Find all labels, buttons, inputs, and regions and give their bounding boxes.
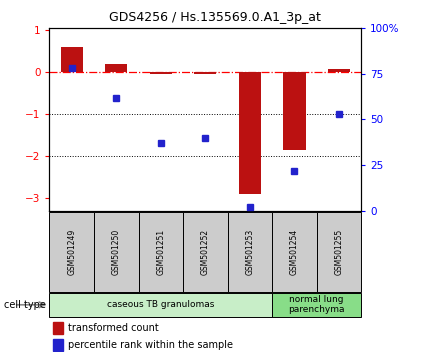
FancyBboxPatch shape xyxy=(49,212,94,292)
Text: GDS4256 / Hs.135569.0.A1_3p_at: GDS4256 / Hs.135569.0.A1_3p_at xyxy=(109,11,321,24)
FancyBboxPatch shape xyxy=(49,293,272,317)
Bar xyxy=(150,72,172,74)
FancyBboxPatch shape xyxy=(272,212,316,292)
Bar xyxy=(61,47,83,72)
Bar xyxy=(194,72,216,74)
Text: GSM501249: GSM501249 xyxy=(67,229,76,275)
Text: percentile rank within the sample: percentile rank within the sample xyxy=(68,339,233,350)
Bar xyxy=(328,69,350,72)
Bar xyxy=(52,338,64,350)
FancyBboxPatch shape xyxy=(272,293,361,317)
Text: GSM501251: GSM501251 xyxy=(156,229,165,275)
Text: GSM501252: GSM501252 xyxy=(201,229,210,275)
Text: GSM501253: GSM501253 xyxy=(246,229,255,275)
FancyBboxPatch shape xyxy=(138,212,183,292)
Text: GSM501250: GSM501250 xyxy=(112,229,121,275)
Bar xyxy=(239,72,261,194)
Text: GSM501255: GSM501255 xyxy=(335,229,344,275)
Bar xyxy=(105,64,127,72)
FancyBboxPatch shape xyxy=(183,212,227,292)
Bar xyxy=(283,72,306,150)
FancyBboxPatch shape xyxy=(227,212,272,292)
Text: GSM501254: GSM501254 xyxy=(290,229,299,275)
Text: transformed count: transformed count xyxy=(68,323,159,333)
FancyBboxPatch shape xyxy=(94,212,138,292)
Bar xyxy=(52,322,64,334)
Text: normal lung
parenchyma: normal lung parenchyma xyxy=(289,295,345,314)
Text: cell type: cell type xyxy=(4,300,46,310)
Text: caseous TB granulomas: caseous TB granulomas xyxy=(107,300,215,309)
FancyBboxPatch shape xyxy=(316,212,361,292)
